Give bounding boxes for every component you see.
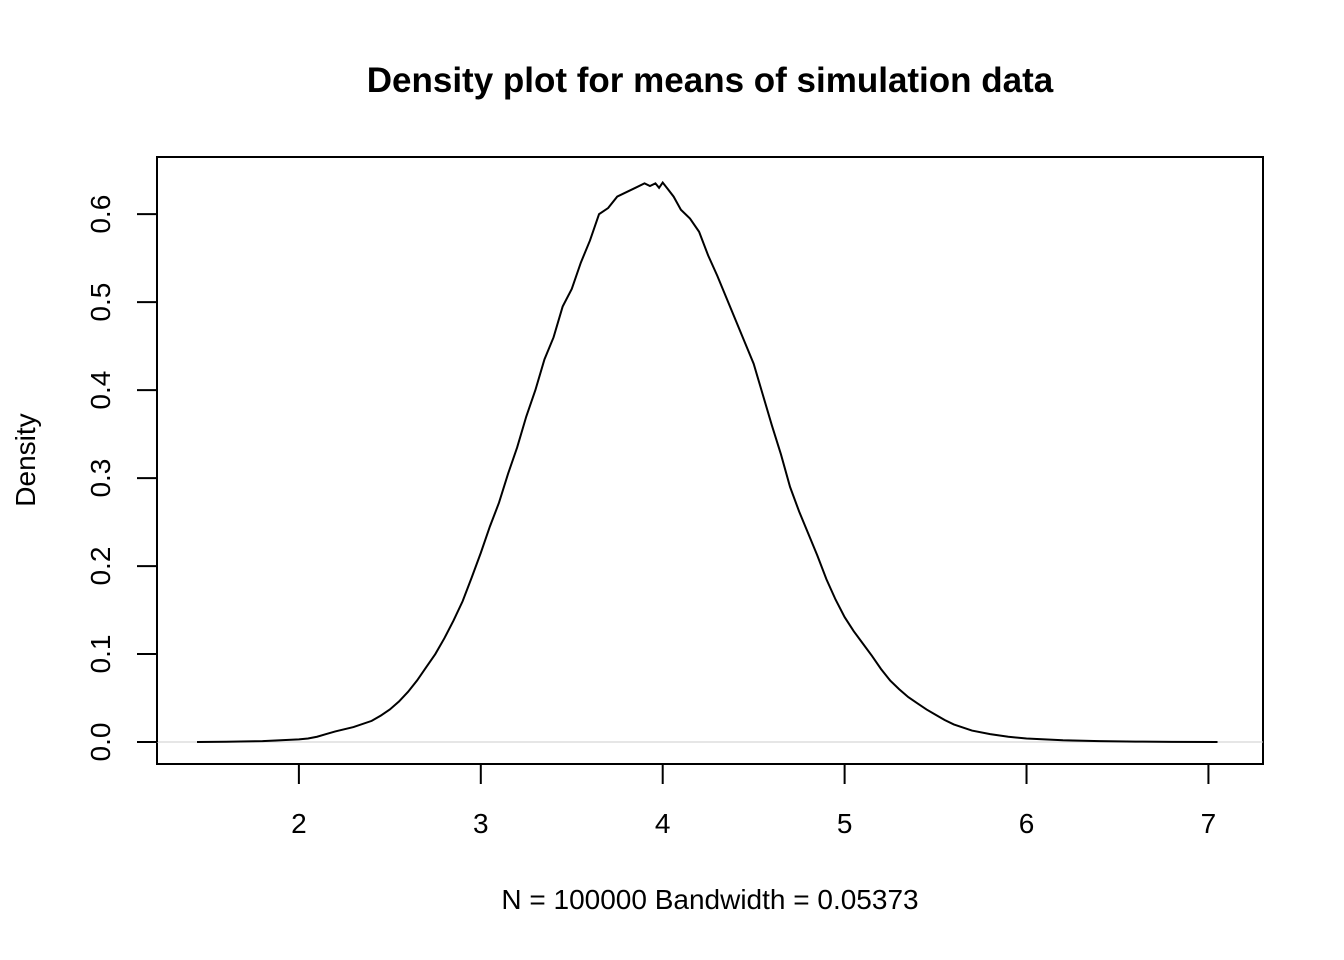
y-axis: 0.0 0.1 0.2 0.3 0.4 0.5 0.6: [85, 195, 158, 762]
y-tick-label: 0.5: [85, 283, 116, 322]
y-tick-label: 0.1: [85, 635, 116, 674]
y-tick-label: 0.6: [85, 195, 116, 234]
x-tick-label: 4: [655, 808, 671, 839]
chart-title: Density plot for means of simulation dat…: [367, 61, 1054, 100]
plot-frame: [156, 156, 1264, 765]
y-tick-label: 0.2: [85, 547, 116, 586]
x-tick-label: 2: [291, 808, 307, 839]
y-tick-label: 0.4: [85, 371, 116, 410]
y-tick-label: 0.0: [85, 723, 116, 762]
y-axis-label: Density: [10, 413, 41, 506]
y-tick-label: 0.3: [85, 459, 116, 498]
x-tick-label: 5: [837, 808, 853, 839]
x-tick-label: 7: [1201, 808, 1217, 839]
x-axis: 2 3 4 5 6 7: [291, 763, 1217, 839]
x-tick-label: 3: [473, 808, 489, 839]
x-tick-label: 6: [1019, 808, 1035, 839]
density-curve: [197, 180, 1218, 744]
x-axis-label: N = 100000 Bandwidth = 0.05373: [501, 884, 918, 915]
